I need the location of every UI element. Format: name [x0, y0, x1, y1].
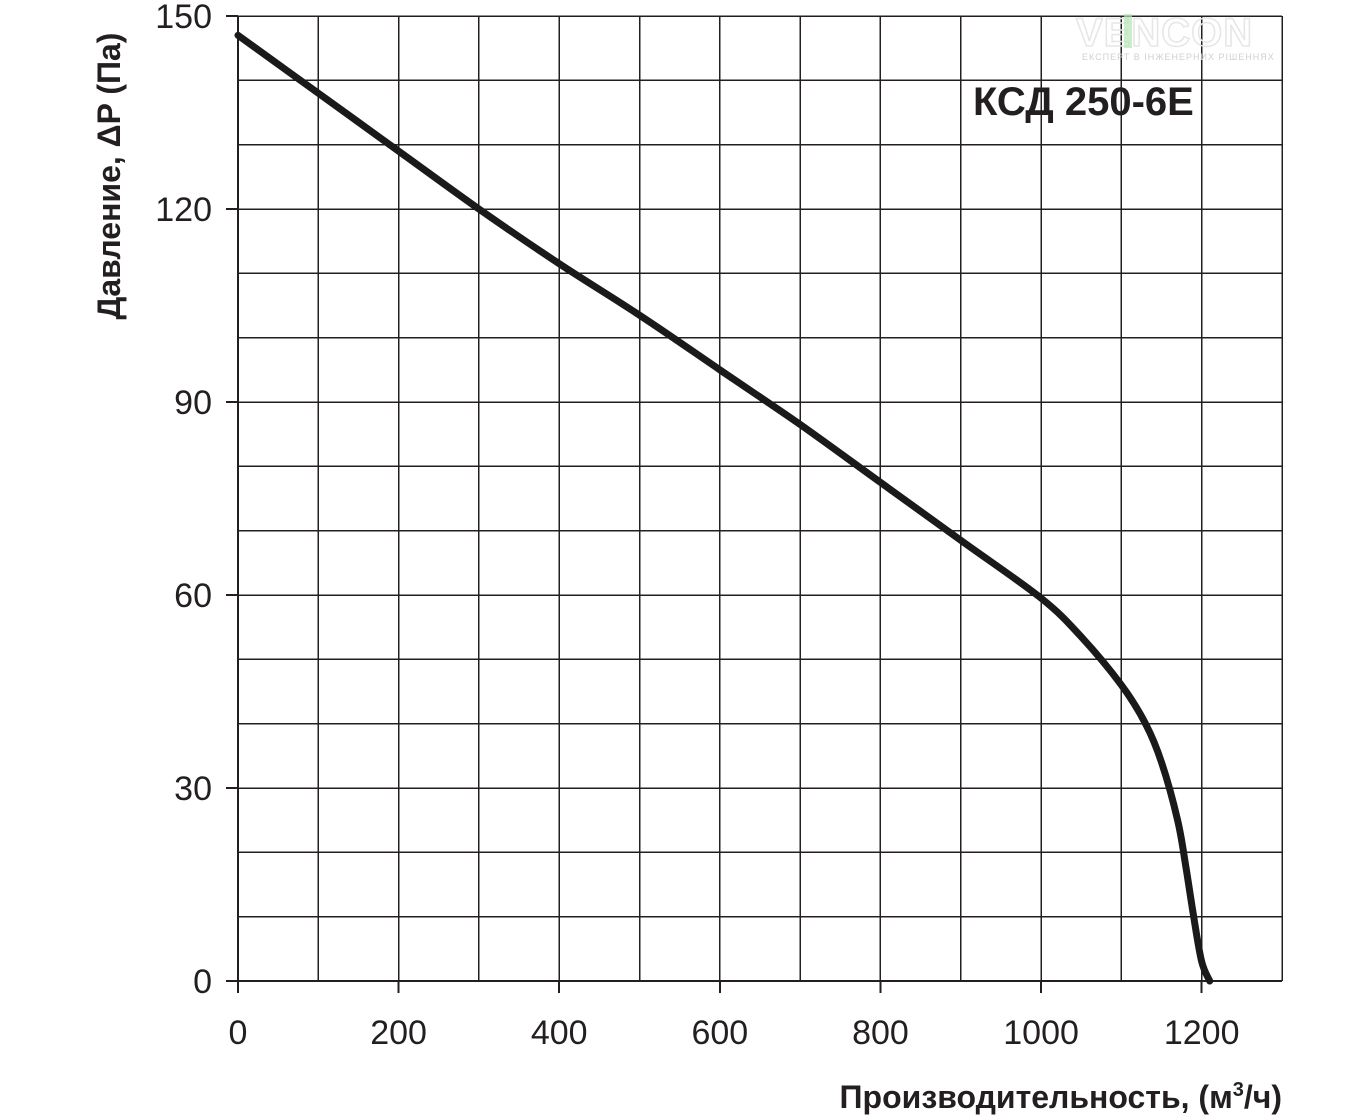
x-tick-label: 1000 — [1003, 1014, 1079, 1052]
x-tick-label: 400 — [531, 1014, 588, 1052]
y-tick-label: 120 — [155, 191, 212, 229]
logo-tagline: ЕКСПЕРТ В ІНЖЕНЕРНИХ РІШЕННЯХ — [1082, 52, 1275, 62]
chart-title: КСД 250-6Е — [973, 80, 1194, 124]
y-tick-label: 90 — [174, 384, 212, 422]
x-axis-title-main: Производительность, (м — [840, 1079, 1233, 1115]
logo: VENCON ЕКСПЕРТ В ІНЖЕНЕРНИХ РІШЕННЯХ — [1075, 10, 1275, 62]
x-tick-label: 0 — [229, 1014, 248, 1052]
y-tick-label: 0 — [193, 963, 212, 1001]
y-tick-label: 150 — [155, 0, 212, 36]
x-axis-title-superscript: 3 — [1233, 1079, 1244, 1101]
x-tick-label: 1200 — [1164, 1014, 1240, 1052]
y-axis-title: Давление, ΔP (Па) — [91, 33, 127, 320]
axes — [226, 15, 1282, 993]
performance-curve — [234, 31, 1214, 985]
x-axis-title-end: /ч) — [1244, 1079, 1282, 1115]
grid — [237, 15, 1283, 982]
y-tick-label: 60 — [174, 577, 212, 615]
series — [234, 31, 1214, 985]
x-tick-label: 600 — [691, 1014, 748, 1052]
y-tick-label: 30 — [174, 770, 212, 808]
x-axis-title: Производительность, (м3/ч) — [840, 1079, 1282, 1115]
tick-labels: 0 200 400 600 800 1000 1200 0 30 60 90 120 150 — [155, 0, 1239, 1052]
logo-wordmark: VENCON — [1076, 11, 1253, 55]
logo-accent-mark — [1124, 14, 1132, 48]
x-tick-label: 200 — [370, 1014, 427, 1052]
x-tick-label: 800 — [852, 1014, 909, 1052]
